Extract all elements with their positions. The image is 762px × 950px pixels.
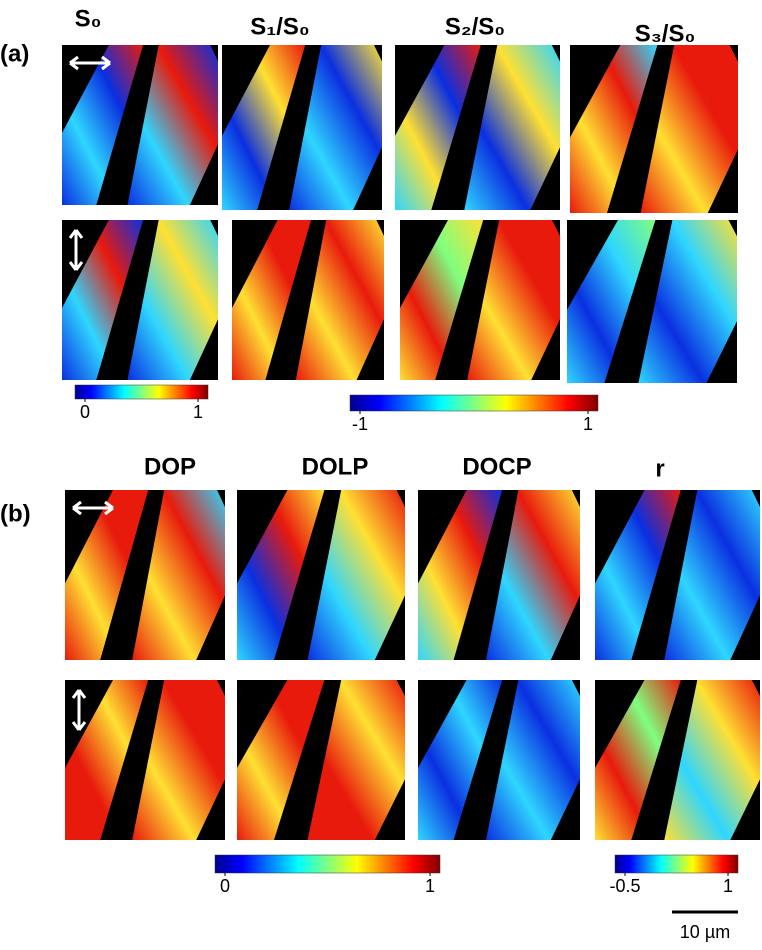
colorbar-tick-label: -0.5 [609,876,640,896]
image-panel [595,490,760,660]
tissue-band [237,680,325,840]
image-panels [62,45,760,840]
tissue-band [295,220,384,380]
tissue-band [62,45,144,205]
column-header: S₂/S₀ [445,13,505,40]
tissue-band [127,220,218,380]
colorbar-tick-label: -1 [352,414,368,434]
tissue-band [638,220,737,383]
column-header: DOP [144,453,196,480]
tissue-band [65,680,149,840]
polarization-arrow [71,689,87,731]
tissue-band [400,220,484,380]
column-header: S₀ [75,5,102,32]
tissue-band [567,220,656,383]
part-label: (a) [0,40,29,67]
tissue-band [307,490,405,660]
part-label: (b) [0,500,31,527]
colorbar-tick-label: 0 [220,876,230,896]
image-panel [595,680,760,840]
colorbar [214,854,441,874]
colorbar-tick-label: 1 [723,876,733,896]
colorbar-tick-label: 1 [425,876,435,896]
image-panel [222,45,382,210]
image-panel [395,45,560,210]
image-panel [232,220,384,380]
column-header: DOCP [462,453,531,480]
colorbar [614,854,739,874]
tissue-band [232,220,311,380]
tissue-band [595,680,681,840]
tissue-band [132,680,225,840]
image-panel [237,490,405,660]
column-header: r [655,455,664,482]
image-panel [567,220,737,383]
tissue-band [65,490,149,660]
column-header: DOLP [302,453,369,480]
colorbar-tick-label: 0 [80,402,90,422]
image-panel [400,220,560,380]
tissue-band [464,45,560,210]
tissue-band [640,45,738,213]
scale-bar-label: 10 µm [680,922,730,942]
polarization-arrow [69,55,111,71]
tissue-band [418,680,503,840]
image-panel [418,490,580,660]
tissue-band [289,45,382,210]
tissue-band [418,490,503,660]
tissue-band [570,45,658,213]
tissue-band [486,490,580,660]
colorbar-tick-label: 1 [583,414,593,434]
colorbar-tick-label: 1 [193,402,203,422]
tissue-band [307,680,405,840]
tissue-band [395,45,481,210]
tissue-band [486,680,580,840]
colorbar [74,384,209,400]
tissue-band [132,490,225,660]
column-header: S₃/S₀ [635,20,696,47]
image-panel [237,680,405,840]
image-panel [65,680,225,840]
tissue-band [664,680,760,840]
tissue-band [595,490,681,660]
tissue-band [62,220,144,380]
tissue-band [222,45,306,210]
image-panel [570,45,738,213]
image-panel [65,490,225,660]
tissue-band [237,490,325,660]
tissue-band [127,45,218,205]
polarization-arrow [68,229,84,271]
image-panel [62,45,218,205]
tissue-band [664,490,760,660]
tissue-band [467,220,560,380]
polarization-arrow [72,500,114,516]
column-header: S₁/S₀ [250,13,309,40]
colorbar [349,394,599,412]
image-panel [62,220,218,380]
image-panel [418,680,580,840]
